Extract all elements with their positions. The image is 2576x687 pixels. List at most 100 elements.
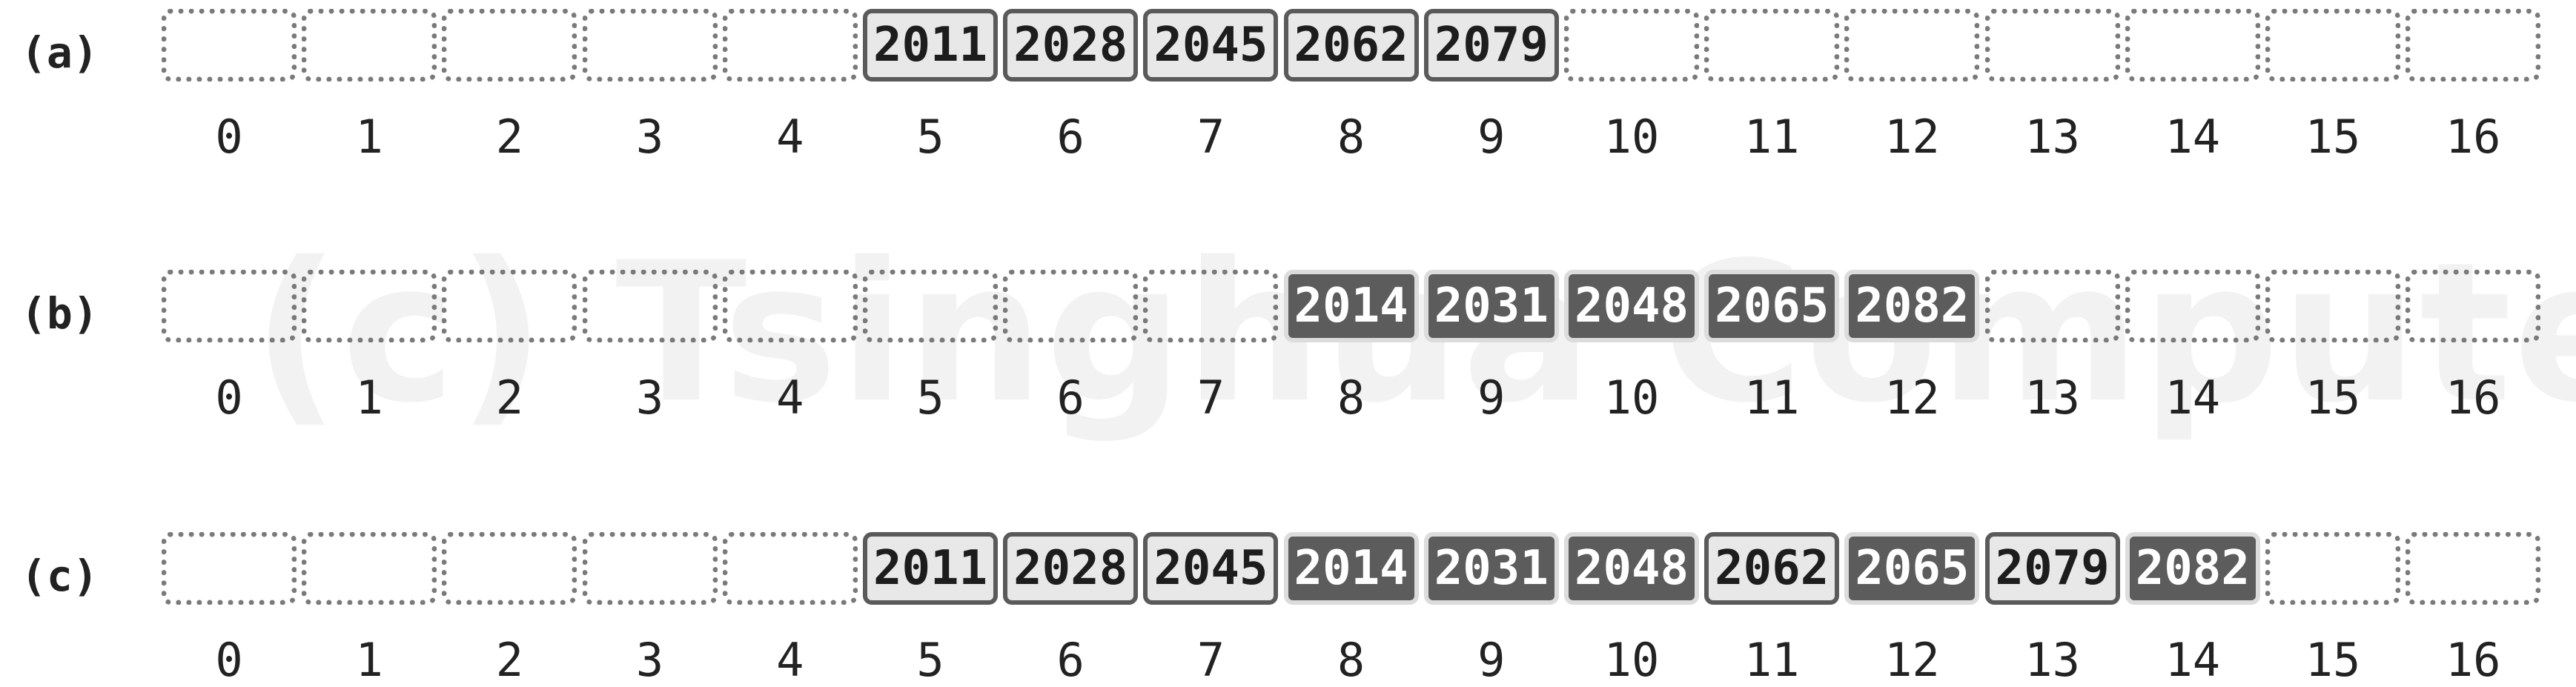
bucket-index: 11 bbox=[1744, 110, 1800, 164]
bucket-index: 6 bbox=[1056, 371, 1085, 425]
bucket-index: 13 bbox=[2024, 633, 2080, 687]
bucket-index: 9 bbox=[1477, 371, 1506, 425]
bucket-index: 8 bbox=[1337, 633, 1365, 687]
bucket-index: 0 bbox=[215, 371, 243, 425]
bucket-index: 9 bbox=[1477, 633, 1506, 687]
bucket-entry: 2062 bbox=[1283, 9, 1419, 82]
bucket-entry: 2045 bbox=[1143, 532, 1279, 605]
empty-bucket bbox=[162, 9, 297, 82]
empty-bucket bbox=[863, 270, 998, 342]
bucket-entry: 2028 bbox=[1003, 532, 1139, 605]
bucket-entry: 2079 bbox=[1423, 9, 1559, 82]
bucket-index: 11 bbox=[1744, 371, 1800, 425]
empty-bucket bbox=[1143, 270, 1279, 342]
empty-bucket bbox=[442, 9, 577, 82]
bucket-entry: 2031 bbox=[1423, 532, 1559, 605]
empty-bucket bbox=[442, 270, 577, 342]
empty-bucket bbox=[2265, 9, 2400, 82]
empty-bucket bbox=[722, 270, 858, 342]
bucket-entry: 2062 bbox=[1704, 532, 1840, 605]
bucket-index: 4 bbox=[776, 371, 804, 425]
empty-bucket bbox=[2125, 9, 2260, 82]
bucket-entry: 2048 bbox=[1564, 270, 1699, 342]
empty-bucket bbox=[722, 532, 858, 605]
bucket-index: 0 bbox=[215, 110, 243, 164]
bucket-index: 5 bbox=[916, 110, 944, 164]
empty-bucket bbox=[2406, 270, 2541, 342]
bucket-index: 12 bbox=[1884, 110, 1940, 164]
bucket-index: 13 bbox=[2024, 371, 2080, 425]
bucket-index: 10 bbox=[1603, 110, 1660, 164]
bucket-index: 4 bbox=[776, 633, 804, 687]
bucket-index: 7 bbox=[1196, 371, 1225, 425]
row-label: (c) bbox=[21, 551, 99, 601]
bucket-entry: 2014 bbox=[1283, 270, 1419, 342]
bucket-entry: 2011 bbox=[863, 9, 998, 82]
bucket-index: 9 bbox=[1477, 110, 1506, 164]
empty-bucket bbox=[2265, 270, 2400, 342]
bucket-index: 6 bbox=[1056, 110, 1085, 164]
bucket-index: 2 bbox=[495, 110, 524, 164]
bucket-index: 1 bbox=[355, 110, 383, 164]
empty-bucket bbox=[2265, 532, 2400, 605]
bucket-entry: 2065 bbox=[1704, 270, 1840, 342]
bucket-index: 16 bbox=[2445, 110, 2501, 164]
bucket-entry: 2028 bbox=[1003, 9, 1139, 82]
bucket-index: 10 bbox=[1603, 371, 1660, 425]
bucket-entry: 2031 bbox=[1423, 270, 1559, 342]
bucket-index: 3 bbox=[635, 371, 664, 425]
empty-bucket bbox=[582, 270, 718, 342]
bucket-entry: 2079 bbox=[1984, 532, 2120, 605]
bucket-index: 1 bbox=[355, 633, 383, 687]
bucket-entry: 2082 bbox=[2125, 532, 2260, 605]
bucket-index: 14 bbox=[2165, 633, 2221, 687]
bucket-index: 12 bbox=[1884, 633, 1940, 687]
bucket-index: 8 bbox=[1337, 110, 1365, 164]
bucket-index: 11 bbox=[1744, 633, 1800, 687]
bucket-index: 1 bbox=[355, 371, 383, 425]
bucket-index: 0 bbox=[215, 633, 243, 687]
bucket-index: 14 bbox=[2165, 110, 2221, 164]
empty-bucket bbox=[1704, 9, 1840, 82]
bucket-index: 15 bbox=[2305, 110, 2361, 164]
empty-bucket bbox=[442, 532, 577, 605]
bucket-index: 3 bbox=[635, 110, 664, 164]
bucket-entry: 2065 bbox=[1844, 532, 1980, 605]
empty-bucket bbox=[302, 9, 437, 82]
empty-bucket bbox=[722, 9, 858, 82]
bucket-index: 10 bbox=[1603, 633, 1660, 687]
bucket-entry: 2011 bbox=[863, 532, 998, 605]
bucket-index: 16 bbox=[2445, 371, 2501, 425]
empty-bucket bbox=[1003, 270, 1139, 342]
empty-bucket bbox=[582, 9, 718, 82]
bucket-index: 4 bbox=[776, 110, 804, 164]
empty-bucket bbox=[2406, 9, 2541, 82]
empty-bucket bbox=[1984, 9, 2120, 82]
empty-bucket bbox=[582, 532, 718, 605]
bucket-index: 14 bbox=[2165, 371, 2221, 425]
bucket-index: 12 bbox=[1884, 371, 1940, 425]
empty-bucket bbox=[302, 270, 437, 342]
empty-bucket bbox=[1984, 270, 2120, 342]
bucket-entry: 2048 bbox=[1564, 532, 1699, 605]
empty-bucket bbox=[1844, 9, 1980, 82]
bucket-index: 8 bbox=[1337, 371, 1365, 425]
empty-bucket bbox=[2406, 532, 2541, 605]
bucket-index: 5 bbox=[916, 371, 944, 425]
bucket-index: 5 bbox=[916, 633, 944, 687]
row-label: (a) bbox=[21, 27, 99, 78]
empty-bucket bbox=[2125, 270, 2260, 342]
bucket-index: 3 bbox=[635, 633, 664, 687]
bucket-index: 6 bbox=[1056, 633, 1085, 687]
empty-bucket bbox=[162, 532, 297, 605]
bucket-entry: 2082 bbox=[1844, 270, 1980, 342]
bucket-index: 2 bbox=[495, 371, 524, 425]
empty-bucket bbox=[1564, 9, 1699, 82]
bucket-index: 15 bbox=[2305, 371, 2361, 425]
bucket-entry: 2045 bbox=[1143, 9, 1279, 82]
empty-bucket bbox=[162, 270, 297, 342]
bucket-index: 2 bbox=[495, 633, 524, 687]
bucket-index: 15 bbox=[2305, 633, 2361, 687]
bucket-index: 13 bbox=[2024, 110, 2080, 164]
